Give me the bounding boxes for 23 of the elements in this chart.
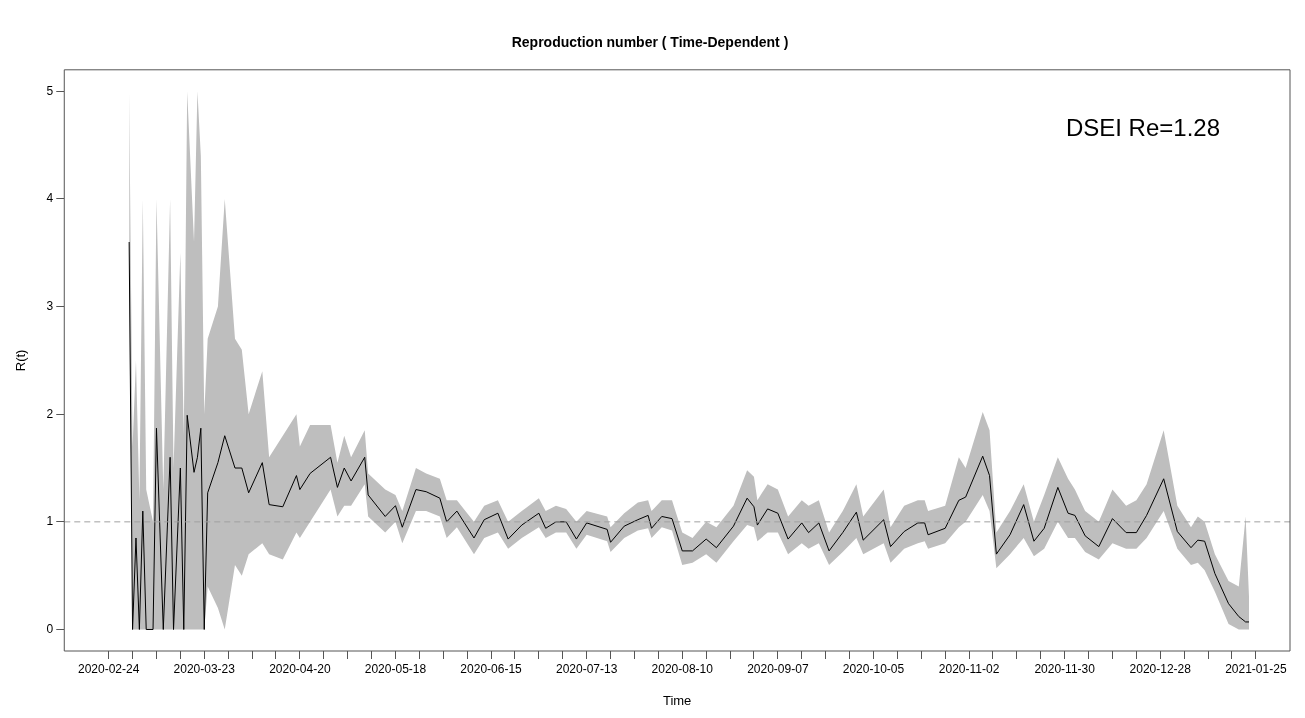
x-tick-label: 2020-12-28 bbox=[1129, 661, 1192, 676]
chart-title: Reproduction number ( Time-Dependent ) bbox=[511, 34, 789, 51]
x-tick-label: 2020-07-13 bbox=[555, 661, 618, 676]
x-tick-label: 2020-02-24 bbox=[77, 661, 140, 676]
y-tick-label: 3 bbox=[46, 298, 54, 313]
y-tick-label: 2 bbox=[46, 406, 54, 421]
x-tick-label: 2020-09-07 bbox=[747, 661, 809, 676]
y-tick-label: 5 bbox=[46, 83, 54, 98]
x-tick-label: 2020-06-15 bbox=[460, 661, 523, 676]
x-axis-title: Time bbox=[662, 692, 692, 708]
y-axis-title: R(t) bbox=[13, 349, 29, 372]
x-tick-label: 2020-10-05 bbox=[842, 661, 905, 676]
x-tick-label: 2020-03-23 bbox=[173, 661, 236, 676]
x-tick-label: 2020-11-02 bbox=[938, 661, 1000, 676]
x-tick-label: 2020-04-20 bbox=[269, 661, 331, 676]
x-tick-label: 2020-08-10 bbox=[651, 661, 714, 676]
x-tick-label: 2020-05-18 bbox=[364, 661, 427, 676]
y-tick-label: 1 bbox=[46, 514, 54, 529]
x-tick-label: 2020-11-30 bbox=[1034, 661, 1096, 676]
x-tick-label: 2021-01-25 bbox=[1225, 661, 1287, 676]
y-tick-label: 0 bbox=[46, 621, 54, 636]
y-tick-label: 4 bbox=[46, 191, 54, 206]
annotation: DSEI Re=1.28 bbox=[1065, 114, 1220, 142]
